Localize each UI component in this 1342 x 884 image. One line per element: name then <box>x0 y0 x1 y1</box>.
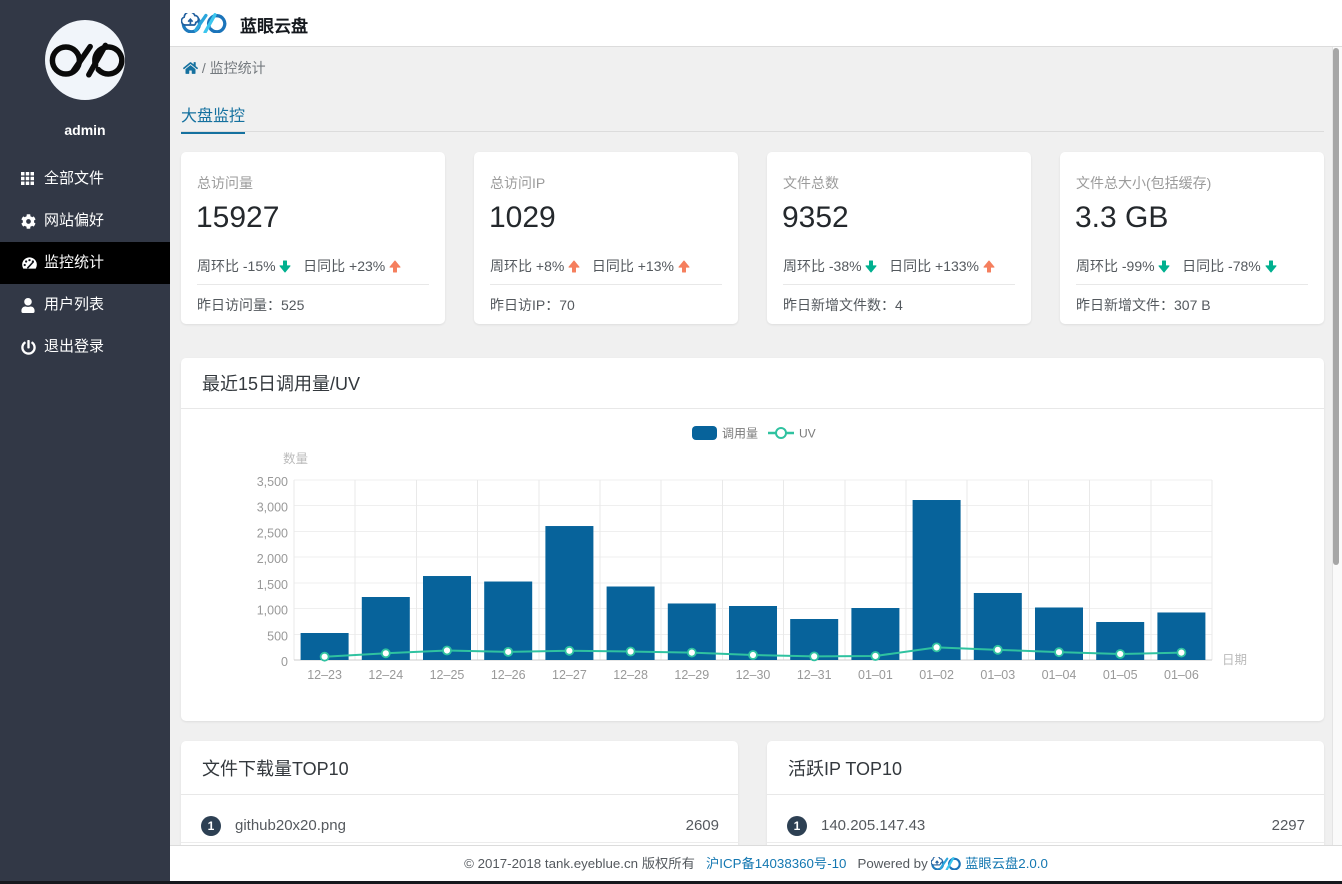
svg-text:12–26: 12–26 <box>491 668 526 682</box>
svg-text:01–04: 01–04 <box>1042 668 1077 682</box>
svg-text:12–31: 12–31 <box>797 668 832 682</box>
svg-text:01–02: 01–02 <box>919 668 954 682</box>
svg-text:01–03: 01–03 <box>980 668 1015 682</box>
svg-text:12–28: 12–28 <box>613 668 648 682</box>
svg-text:2,000: 2,000 <box>257 552 288 566</box>
svg-text:2,500: 2,500 <box>257 526 288 540</box>
svg-text:UV: UV <box>799 427 816 441</box>
svg-text:01–01: 01–01 <box>858 668 893 682</box>
svg-text:0: 0 <box>281 655 288 669</box>
svg-text:12–27: 12–27 <box>552 668 587 682</box>
svg-text:1,500: 1,500 <box>257 578 288 592</box>
svg-text:12–23: 12–23 <box>307 668 342 682</box>
svg-text:日期: 日期 <box>1222 653 1247 667</box>
svg-text:3,500: 3,500 <box>257 475 288 489</box>
svg-text:500: 500 <box>267 629 288 643</box>
svg-text:12–25: 12–25 <box>430 668 465 682</box>
svg-text:1,000: 1,000 <box>257 604 288 618</box>
svg-text:数量: 数量 <box>283 451 308 466</box>
svg-text:12–29: 12–29 <box>674 668 709 682</box>
svg-text:01–06: 01–06 <box>1164 668 1199 682</box>
svg-text:3,000: 3,000 <box>257 501 288 515</box>
svg-text:12–30: 12–30 <box>736 668 771 682</box>
svg-text:12–24: 12–24 <box>368 668 403 682</box>
svg-text:01–05: 01–05 <box>1103 668 1138 682</box>
svg-text:调用量: 调用量 <box>722 427 758 441</box>
